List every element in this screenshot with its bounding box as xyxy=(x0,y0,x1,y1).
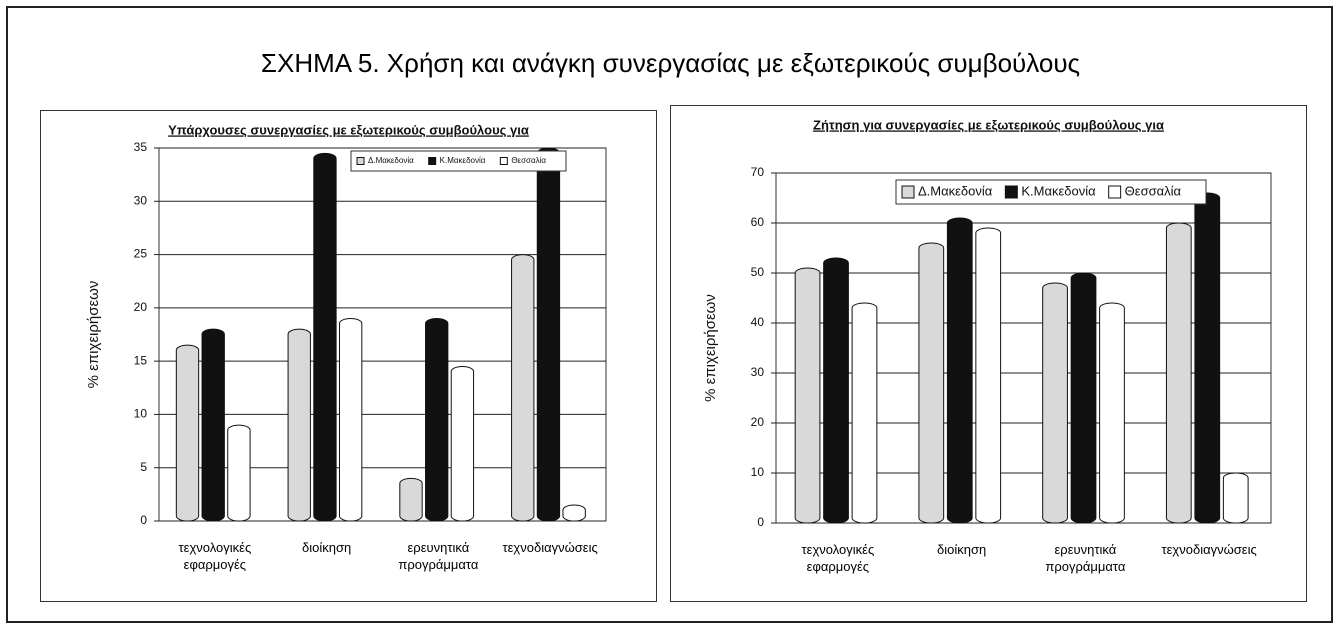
y-tick-label: 5 xyxy=(140,460,147,474)
legend-swatch xyxy=(428,157,437,165)
legend-swatch xyxy=(1004,185,1018,199)
legend-swatch xyxy=(356,157,365,165)
bar xyxy=(946,217,973,524)
bar xyxy=(450,365,475,522)
x-tick-label: τεχνοδιαγνώσεις xyxy=(1161,542,1257,557)
bar xyxy=(562,504,586,522)
legend-box xyxy=(895,179,1207,205)
bar xyxy=(201,328,225,522)
bar xyxy=(823,257,849,524)
bar xyxy=(1165,222,1192,524)
x-tick-label: τεχνολογικές εφαρμογές xyxy=(178,540,252,572)
bar xyxy=(1070,272,1097,524)
y-tick-label: 0 xyxy=(757,515,764,529)
bar xyxy=(227,424,251,522)
legend-label: Δ.Μακεδονία xyxy=(918,183,993,198)
bar xyxy=(918,242,945,524)
bar xyxy=(399,477,423,522)
y-tick-label: 70 xyxy=(751,165,765,179)
legend-label: Κ.Μακεδονία xyxy=(1021,183,1096,198)
bar xyxy=(794,267,821,524)
y-tick-label: 40 xyxy=(751,315,765,329)
y-tick-label: 30 xyxy=(134,193,148,207)
chart-panel: Ζήτηση για συνεργασίες με εξωτερικούς συ… xyxy=(670,105,1307,602)
x-tick-label: διοίκηση xyxy=(302,540,352,555)
y-axis-label: % επιχειρήσεων xyxy=(85,281,102,389)
bar xyxy=(287,328,311,522)
bar xyxy=(1099,302,1125,524)
y-tick-label: 15 xyxy=(134,353,148,367)
bar xyxy=(175,344,200,522)
y-tick-label: 20 xyxy=(751,415,765,429)
bar xyxy=(425,318,449,522)
bar xyxy=(1194,192,1221,524)
y-tick-label: 10 xyxy=(751,465,765,479)
bar xyxy=(338,318,363,522)
legend-label: Θεσσαλία xyxy=(511,156,546,165)
y-tick-label: 30 xyxy=(751,365,765,379)
bar xyxy=(536,147,561,522)
y-tick-label: 35 xyxy=(134,140,148,154)
legend-swatch xyxy=(1108,185,1122,199)
frame xyxy=(6,6,1333,623)
chart-panel: Υπάρχουσες συνεργασίες με εξωτερικούς συ… xyxy=(40,110,657,602)
y-tick-label: 10 xyxy=(134,407,148,421)
chart-title: Υπάρχουσες συνεργασίες με εξωτερικούς συ… xyxy=(168,122,529,137)
bar xyxy=(511,254,535,522)
legend-label: Κ.Μακεδονία xyxy=(440,156,486,165)
bar xyxy=(975,227,1002,524)
x-tick-label: διοίκηση xyxy=(937,542,987,557)
legend-label: Θεσσαλία xyxy=(1125,183,1182,198)
y-tick-label: 50 xyxy=(751,265,765,279)
x-tick-label: ερευνητικά προγράμματα xyxy=(398,540,479,572)
figure-title: ΣΧΗΜΑ 5. Χρήση και ανάγκη συνεργασίας με… xyxy=(260,48,1081,78)
bar xyxy=(851,302,878,524)
x-tick-label: ερευνητικά προγράμματα xyxy=(1045,542,1126,574)
y-tick-label: 0 xyxy=(140,513,147,527)
chart-title: Ζήτηση για συνεργασίες με εξωτερικούς συ… xyxy=(813,117,1164,132)
x-tick-label: τεχνολογικές εφαρμογές xyxy=(801,542,875,574)
x-tick-label: τεχνοδιαγνώσεις xyxy=(502,540,598,555)
y-axis-label: % επιχειρήσεων xyxy=(702,294,719,402)
legend-box xyxy=(350,150,567,172)
bar xyxy=(313,152,337,522)
y-tick-label: 25 xyxy=(134,247,148,261)
y-tick-label: 20 xyxy=(134,300,148,314)
legend-label: Δ.Μακεδονία xyxy=(368,156,414,165)
legend-swatch xyxy=(499,157,508,165)
chart: Ζήτηση για συνεργασίες με εξωτερικούς συ… xyxy=(702,117,1272,529)
y-tick-label: 60 xyxy=(751,215,765,229)
bar xyxy=(1042,282,1068,524)
legend-swatch xyxy=(901,185,915,199)
chart: Υπάρχουσες συνεργασίες με εξωτερικούς συ… xyxy=(85,122,607,527)
bar xyxy=(1222,472,1249,524)
